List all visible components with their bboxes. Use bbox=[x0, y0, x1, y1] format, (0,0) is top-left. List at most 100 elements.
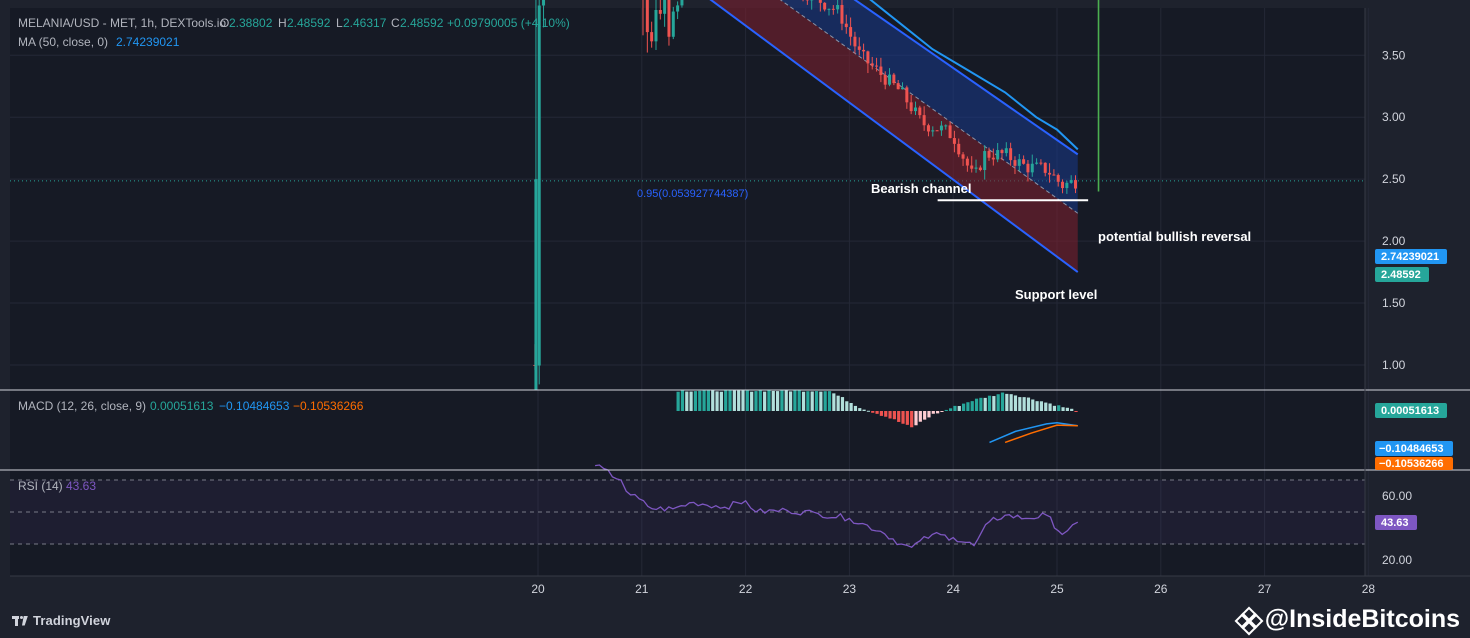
plot-area bbox=[10, 8, 1365, 576]
macd-bar bbox=[1013, 395, 1018, 411]
macd-bar bbox=[810, 391, 814, 411]
legend-macd: MACD (12, 26, close, 9) 0.00051613 −0.10… bbox=[18, 399, 364, 413]
macd-legend-label: MACD (12, 26, close, 9) bbox=[18, 399, 146, 413]
y-tick-label: 2.50 bbox=[1382, 172, 1406, 186]
macd-pane[interactable] bbox=[676, 389, 1078, 444]
candle-body bbox=[1004, 148, 1008, 154]
candle-body bbox=[901, 87, 905, 90]
candle-body bbox=[926, 125, 930, 132]
candle-body bbox=[870, 63, 874, 66]
annotation-reversal[interactable]: potential bullish reversal bbox=[1097, 0, 1251, 244]
rsi-tick-label: 60.00 bbox=[1382, 489, 1412, 503]
candle-body bbox=[1013, 160, 1017, 166]
macd-bar bbox=[750, 391, 754, 411]
macd-bar bbox=[1048, 403, 1052, 411]
low-label: L bbox=[336, 16, 343, 30]
tradingview-logo[interactable]: TradingView bbox=[12, 613, 110, 628]
macd-bar bbox=[780, 389, 784, 411]
annotation-support[interactable]: Support level bbox=[1015, 287, 1097, 302]
tradingview-brand: TradingView bbox=[33, 613, 111, 628]
candle-body bbox=[862, 49, 866, 52]
macd-signal-badge-text: −0.10536266 bbox=[1379, 458, 1444, 470]
candle-body bbox=[827, 8, 831, 10]
candle-body bbox=[918, 107, 922, 116]
macd-legend-signal: −0.10536266 bbox=[293, 399, 364, 413]
macd-hist-badge bbox=[1375, 403, 1447, 418]
macd-bar bbox=[897, 411, 901, 422]
macd-line-badge bbox=[1375, 441, 1453, 456]
candle-body bbox=[913, 107, 917, 112]
macd-bar bbox=[875, 411, 879, 414]
candle-body bbox=[974, 167, 978, 169]
macd-bar bbox=[767, 390, 771, 411]
candles bbox=[533, 0, 1078, 390]
macd-bar bbox=[931, 411, 935, 414]
candle-body bbox=[650, 32, 654, 42]
candle-body bbox=[1026, 163, 1030, 173]
macd-bar bbox=[974, 398, 979, 411]
binance-diamond-icon bbox=[1234, 606, 1264, 635]
candle-body bbox=[1030, 163, 1034, 173]
ma-legend-label: MA (50, close, 0) bbox=[18, 35, 108, 49]
x-tick-label: 24 bbox=[947, 582, 961, 596]
macd-bar bbox=[966, 402, 970, 411]
macd-bar bbox=[754, 391, 758, 411]
candle-body bbox=[896, 83, 900, 90]
macd-bar bbox=[979, 397, 983, 411]
rsi-pane[interactable] bbox=[10, 464, 1365, 548]
macd-bar bbox=[879, 411, 884, 416]
y-tick-label: 2.00 bbox=[1382, 234, 1406, 248]
macd-bar bbox=[949, 408, 953, 411]
candle-body bbox=[663, 0, 667, 14]
macd-bar bbox=[840, 397, 845, 411]
x-tick-label: 22 bbox=[739, 582, 753, 596]
macd-bar bbox=[996, 394, 1000, 411]
candle-body bbox=[1017, 159, 1021, 166]
macd-signal-badge bbox=[1375, 457, 1453, 470]
support-label: Support level bbox=[1015, 287, 1097, 302]
macd-line bbox=[989, 422, 1078, 444]
fib-label: 0.95(0.053927744387) bbox=[637, 188, 748, 200]
macd-legend-macd: −0.10484653 bbox=[219, 399, 290, 413]
candle-body bbox=[987, 151, 991, 158]
candle-body bbox=[922, 115, 926, 126]
macd-bar bbox=[957, 406, 961, 411]
candle-body bbox=[883, 74, 887, 85]
macd-bar bbox=[1057, 405, 1061, 411]
macd-bar bbox=[832, 393, 836, 411]
x-tick-label: 20 bbox=[531, 582, 545, 596]
candle-body bbox=[542, 0, 546, 6]
x-tick-label: 26 bbox=[1154, 582, 1168, 596]
macd-legend-hist: 0.00051613 bbox=[150, 399, 214, 413]
macd-bar bbox=[992, 396, 996, 411]
macd-bar bbox=[892, 411, 896, 420]
price-pane[interactable] bbox=[10, 0, 1365, 390]
price-badge bbox=[1375, 267, 1429, 282]
price-badges: 2.74239021 2.48592 0.00051613 −0.1048465… bbox=[1375, 249, 1453, 530]
y-tick-label: 1.00 bbox=[1382, 358, 1406, 372]
y-tick-label: 1.50 bbox=[1382, 296, 1406, 310]
y-tick-label: 3.50 bbox=[1382, 48, 1406, 62]
high-value: 2.48592 bbox=[287, 16, 331, 30]
high-label: H bbox=[278, 16, 287, 30]
candle-body bbox=[996, 150, 1000, 160]
macd-bar bbox=[1070, 408, 1074, 411]
candle-body bbox=[1056, 175, 1060, 182]
macd-bar bbox=[845, 401, 849, 411]
macd-bar bbox=[797, 390, 801, 411]
macd-bar bbox=[1000, 392, 1005, 411]
annotation-channel[interactable]: Bearish channel bbox=[871, 181, 971, 196]
macd-histogram bbox=[676, 389, 1078, 428]
macd-bar bbox=[776, 391, 780, 411]
candle-body bbox=[970, 165, 974, 169]
macd-bar bbox=[784, 390, 788, 411]
macd-bar bbox=[866, 410, 871, 412]
candle-body bbox=[849, 27, 853, 37]
macd-bar bbox=[732, 389, 736, 411]
low-value: 2.46317 bbox=[343, 16, 387, 30]
trading-chart[interactable]: 20 21 22 23 24 25 26 27 28 1.00 1.50 2.00 2.50 3.00 3.… bbox=[0, 0, 1470, 603]
macd-bar bbox=[814, 391, 819, 411]
candle-body bbox=[1052, 174, 1056, 176]
candle-body bbox=[818, 0, 822, 3]
